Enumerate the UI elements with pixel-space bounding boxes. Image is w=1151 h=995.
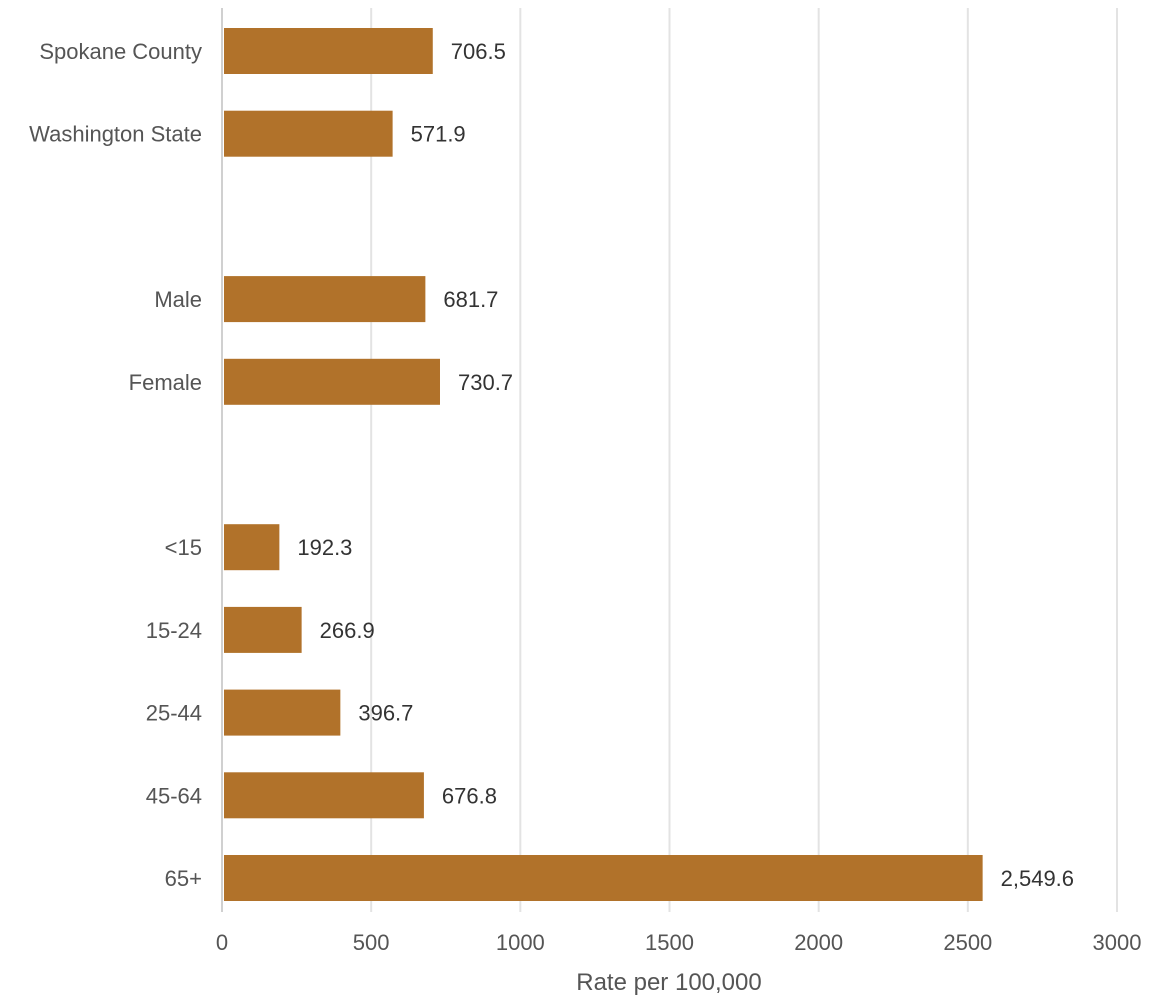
gridlines	[221, 8, 1118, 912]
x-tick-label: 0	[216, 930, 228, 955]
bar	[224, 276, 426, 323]
data-label: 676.8	[442, 783, 497, 808]
category-label: 65+	[165, 866, 202, 891]
category-label: 45-64	[146, 783, 202, 808]
category-label: 25-44	[146, 701, 202, 726]
x-tick-label: 1500	[645, 930, 694, 955]
data-label: 706.5	[451, 39, 506, 64]
x-tick-label: 1000	[496, 930, 545, 955]
data-label: 396.7	[358, 701, 413, 726]
bar	[224, 855, 983, 901]
x-tick-label: 500	[353, 930, 390, 955]
category-label: Male	[154, 287, 202, 312]
bar	[224, 110, 393, 157]
data-label: 2,549.6	[1001, 866, 1074, 891]
category-label: Washington State	[29, 122, 202, 147]
data-label: 681.7	[443, 287, 498, 312]
category-label: Spokane County	[39, 39, 202, 64]
category-label: <15	[165, 535, 202, 560]
x-axis-title: Rate per 100,000	[576, 969, 761, 995]
data-label: 266.9	[320, 618, 375, 643]
data-label: 730.7	[458, 370, 513, 395]
x-tick-label: 2000	[794, 930, 843, 955]
bars	[224, 28, 983, 901]
category-label: 15-24	[146, 618, 202, 643]
bar	[224, 524, 280, 571]
x-tick-label: 2500	[943, 930, 992, 955]
data-label: 192.3	[297, 535, 352, 560]
x-axis-ticks: 0 500 1000 1500 2000 2500 3000	[216, 930, 1142, 955]
bar	[224, 606, 302, 653]
bar	[224, 28, 433, 74]
x-tick-label: 3000	[1093, 930, 1142, 955]
bar	[224, 772, 424, 819]
bar	[224, 689, 341, 736]
labels: Spokane County 706.5 Washington State 571.9…	[29, 39, 1074, 891]
category-label: Female	[129, 370, 202, 395]
data-label: 571.9	[411, 122, 466, 147]
bar	[224, 358, 440, 405]
